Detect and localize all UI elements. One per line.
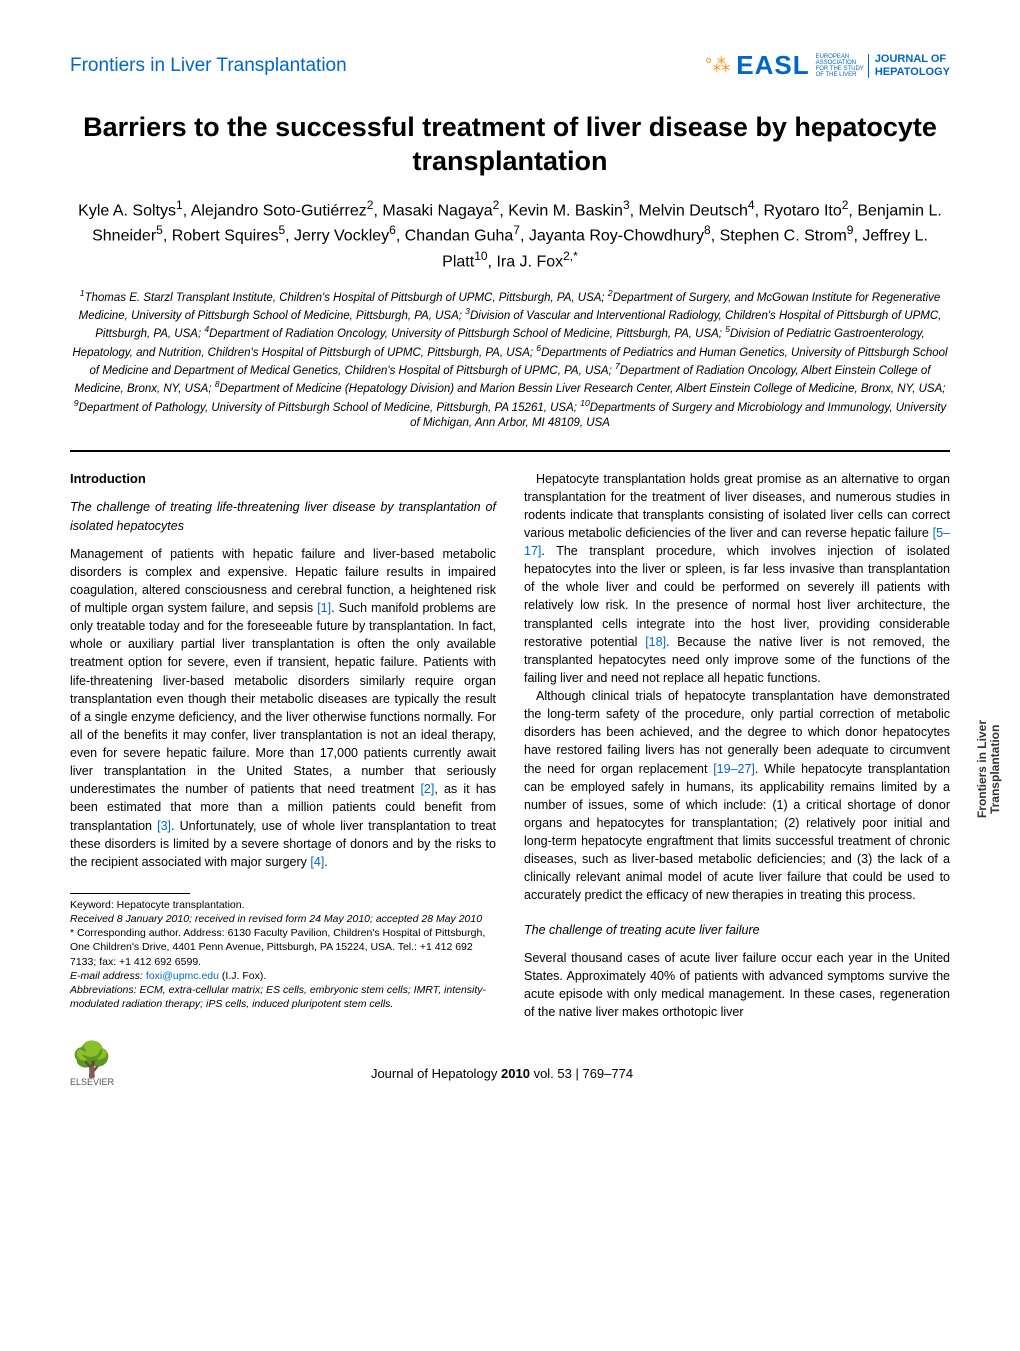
email-link[interactable]: foxi@upmc.edu: [146, 970, 219, 982]
body-text: Hepatocyte transplantation holds great p…: [524, 472, 950, 540]
paragraph: Hepatocyte transplantation holds great p…: [524, 470, 950, 688]
journal-citation: Journal of Hepatology 2010 vol. 53 | 769…: [114, 1066, 890, 1087]
citation-link[interactable]: [3]: [157, 819, 171, 833]
body-text: . Such manifold problems are only treata…: [70, 601, 496, 796]
paragraph: Management of patients with hepatic fail…: [70, 545, 496, 871]
section-heading-introduction: Introduction: [70, 470, 496, 489]
page-header: Frontiers in Liver Transplantation °⁂ EA…: [70, 50, 950, 81]
easl-subtitle: EUROPEAN ASSOCIATION FOR THE STUDY OF TH…: [816, 54, 869, 78]
paragraph: Several thousand cases of acute liver fa…: [524, 949, 950, 1022]
email-tail: (I.J. Fox).: [219, 970, 266, 982]
body-text: .: [324, 855, 327, 869]
corresponding-author: * Corresponding author. Address: 6130 Fa…: [70, 926, 496, 969]
citation-link[interactable]: [4]: [310, 855, 324, 869]
journal-logo: °⁂ EASL EUROPEAN ASSOCIATION FOR THE STU…: [705, 50, 950, 81]
body-text: . While hepatocyte transplantation can b…: [524, 762, 950, 903]
elsevier-logo: 🌳 ELSEVIER: [70, 1043, 114, 1087]
easl-mark-icon: °⁂: [705, 55, 730, 76]
body-text: . The transplant procedure, which involv…: [524, 544, 950, 649]
affiliations: 1Thomas E. Starzl Transplant Institute, …: [70, 288, 950, 432]
subheading-challenge-1: The challenge of treating life-threateni…: [70, 498, 496, 534]
citation-link[interactable]: [19–27]: [713, 762, 755, 776]
citation-link[interactable]: [2]: [420, 782, 434, 796]
elsevier-tree-icon: 🌳: [71, 1043, 113, 1077]
side-tab-label: Frontiers in Liver Transplantation: [976, 720, 1002, 818]
footnotes-block: Keyword: Hepatocyte transplantation. Rec…: [70, 898, 496, 1011]
page-footer: 🌳 ELSEVIER Journal of Hepatology 2010 vo…: [70, 1043, 950, 1087]
abbrev-text: Abbreviations: ECM, extra-cellular matri…: [70, 984, 486, 1010]
author-list: Kyle A. Soltys1, Alejandro Soto-Gutiérre…: [70, 197, 950, 274]
easl-logo-text: EASL: [736, 50, 809, 81]
email-line: E-mail address: foxi@upmc.edu (I.J. Fox)…: [70, 969, 496, 983]
journal-year: 2010: [501, 1066, 530, 1081]
abbreviations-line: Abbreviations: ECM, extra-cellular matri…: [70, 983, 496, 1011]
journal-name-text: Journal of Hepatology: [371, 1066, 501, 1081]
paragraph: Although clinical trials of hepatocyte t…: [524, 687, 950, 905]
received-line: Received 8 January 2010; received in rev…: [70, 912, 496, 926]
article-body: Introduction The challenge of treating l…: [70, 470, 950, 1022]
journal-name: JOURNAL OF HEPATOLOGY: [875, 53, 950, 77]
email-label: E-mail address:: [70, 970, 146, 982]
section-name[interactable]: Frontiers in Liver Transplantation: [70, 55, 347, 77]
elsevier-text: ELSEVIER: [70, 1077, 114, 1087]
keyword-line: Keyword: Hepatocyte transplantation.: [70, 898, 496, 912]
subheading-challenge-2: The challenge of treating acute liver fa…: [524, 921, 950, 939]
citation-link[interactable]: [18]: [645, 635, 666, 649]
footnote-separator: [70, 893, 190, 894]
rule-divider: [70, 450, 950, 452]
citation-link[interactable]: [1]: [317, 601, 331, 615]
article-title: Barriers to the successful treatment of …: [70, 111, 950, 179]
journal-pages: vol. 53 | 769–774: [530, 1066, 633, 1081]
